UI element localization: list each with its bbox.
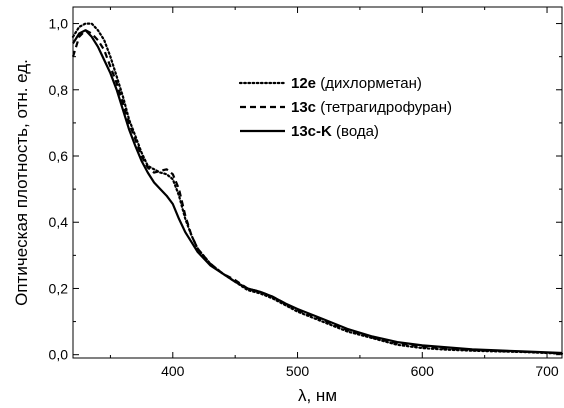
legend-name: 13c bbox=[291, 99, 316, 116]
y-axis-label: Оптическая плотность, отн. ед. bbox=[12, 59, 31, 306]
legend: 12e (дихлорметан)13c (тетрагидрофуран)13… bbox=[238, 75, 452, 140]
legend-solvent: (вода) bbox=[332, 123, 379, 140]
x-tick-label: 500 bbox=[286, 363, 310, 379]
x-tick-label: 600 bbox=[411, 363, 435, 379]
legend-name: 13c-K bbox=[291, 123, 332, 140]
legend-entry: 13c-K (вода) bbox=[291, 123, 379, 140]
y-tick-label: 1,0 bbox=[49, 16, 69, 32]
plot-frame bbox=[72, 6, 563, 359]
series-line-13c-k bbox=[72, 29, 563, 355]
x-tick-label: 700 bbox=[535, 363, 559, 379]
y-tick-label: 0,0 bbox=[49, 347, 69, 363]
legend-entry: 12e (дихлорметан) bbox=[291, 75, 422, 92]
series-line-12e bbox=[71, 22, 564, 355]
legend-solvent: (дихлорметан) bbox=[316, 75, 422, 92]
legend-solvent: (тетрагидрофуран) bbox=[316, 99, 452, 116]
x-tick-label: 400 bbox=[161, 363, 185, 379]
y-tick-label: 0,8 bbox=[49, 82, 69, 98]
x-axis-label: λ, нм bbox=[298, 386, 337, 405]
y-tick-label: 0,6 bbox=[49, 148, 69, 164]
legend-name: 12e bbox=[291, 75, 316, 92]
series-line-13c bbox=[71, 29, 563, 355]
y-tick-label: 0,4 bbox=[49, 214, 69, 230]
legend-entry: 13c (тетрагидрофуран) bbox=[291, 99, 452, 116]
y-tick-label: 0,2 bbox=[49, 280, 69, 296]
